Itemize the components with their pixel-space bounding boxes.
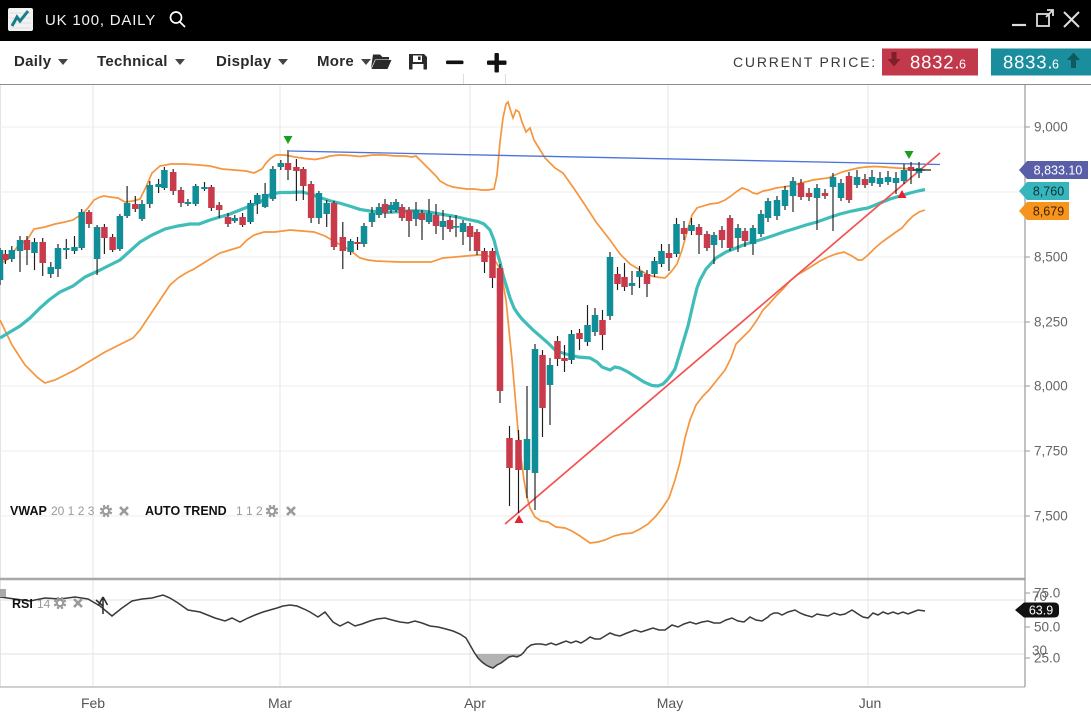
svg-text:63.9: 63.9 xyxy=(1029,604,1053,618)
svg-text:14: 14 xyxy=(37,597,51,611)
svg-text:May: May xyxy=(657,695,683,711)
svg-text:6: 6 xyxy=(1052,58,1059,72)
svg-text:VWAP: VWAP xyxy=(10,504,47,518)
svg-text:9,000: 9,000 xyxy=(1034,120,1068,135)
svg-text:AUTO TREND: AUTO TREND xyxy=(145,504,227,518)
svg-text:20 1 2 3: 20 1 2 3 xyxy=(51,504,95,518)
svg-text:CURRENT PRICE:: CURRENT PRICE: xyxy=(733,54,877,70)
svg-text:6: 6 xyxy=(959,58,966,72)
svg-text:Jun: Jun xyxy=(859,695,882,711)
svg-text:UK 100, DAILY: UK 100, DAILY xyxy=(45,12,156,29)
svg-text:RSI: RSI xyxy=(12,597,33,611)
svg-text:1 1 2: 1 1 2 xyxy=(236,504,263,518)
svg-text:Apr: Apr xyxy=(464,695,486,711)
svg-text:Feb: Feb xyxy=(81,695,105,711)
svg-text:8,833.10: 8,833.10 xyxy=(1034,164,1083,178)
svg-text:30: 30 xyxy=(1032,643,1047,658)
svg-text:7,500: 7,500 xyxy=(1034,509,1068,524)
svg-text:25.0: 25.0 xyxy=(1034,651,1060,666)
svg-text:8832.: 8832. xyxy=(910,52,960,73)
svg-text:Mar: Mar xyxy=(268,695,292,711)
svg-text:8,500: 8,500 xyxy=(1034,250,1068,265)
svg-text:8,250: 8,250 xyxy=(1034,315,1068,330)
svg-text:50.0: 50.0 xyxy=(1034,620,1060,635)
svg-text:8,000: 8,000 xyxy=(1034,379,1068,394)
svg-text:7,750: 7,750 xyxy=(1034,444,1068,459)
svg-text:8,679: 8,679 xyxy=(1033,205,1064,219)
svg-text:8,760: 8,760 xyxy=(1033,185,1064,199)
svg-text:70: 70 xyxy=(1032,589,1047,604)
svg-text:75.0: 75.0 xyxy=(1034,586,1060,601)
svg-text:8833.: 8833. xyxy=(1003,52,1053,73)
